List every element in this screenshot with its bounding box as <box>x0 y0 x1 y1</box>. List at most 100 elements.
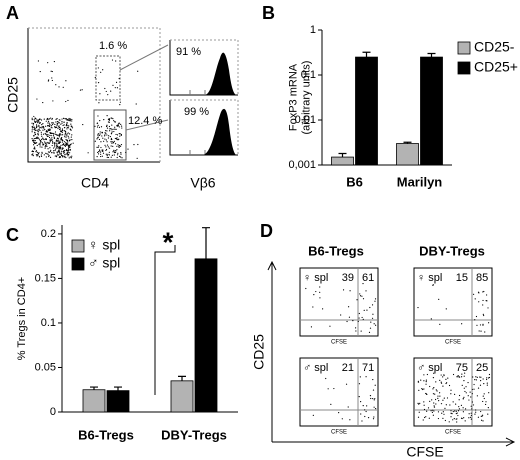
dot <box>62 139 64 142</box>
dot <box>127 148 129 150</box>
dot <box>439 395 441 397</box>
dot <box>458 394 461 397</box>
dot <box>65 136 67 138</box>
dot <box>437 395 439 397</box>
dot <box>60 134 62 136</box>
dot <box>55 118 57 120</box>
dot <box>315 290 317 293</box>
dot <box>69 118 71 121</box>
dot <box>360 413 362 415</box>
dot <box>486 378 488 381</box>
dot <box>105 149 107 152</box>
dot <box>36 151 38 153</box>
dot <box>71 118 73 121</box>
dot <box>369 306 371 309</box>
dot <box>45 156 47 158</box>
dot <box>48 79 50 81</box>
dot <box>116 137 118 139</box>
dot <box>56 142 58 144</box>
dot <box>111 117 113 119</box>
dot <box>444 407 446 409</box>
dot <box>51 122 53 124</box>
dot <box>108 125 111 128</box>
dot <box>432 393 435 395</box>
dot <box>41 146 43 148</box>
dot <box>118 155 121 157</box>
legend-swatch <box>71 239 85 253</box>
dot <box>47 121 50 123</box>
dot <box>106 124 108 126</box>
dot <box>67 142 69 144</box>
dot <box>43 127 45 129</box>
dot <box>424 416 426 419</box>
dot <box>366 405 368 407</box>
dot <box>362 298 365 300</box>
dot <box>33 144 35 146</box>
dot <box>482 400 484 403</box>
dot <box>487 407 489 409</box>
dot <box>101 135 103 137</box>
dot <box>422 388 424 391</box>
dot <box>54 123 56 126</box>
dot <box>458 399 460 401</box>
dot <box>425 383 427 385</box>
dot <box>70 157 73 159</box>
dot <box>62 151 64 153</box>
dot <box>433 402 435 404</box>
dot <box>118 123 120 125</box>
dot <box>452 373 455 376</box>
dot <box>63 126 66 129</box>
dot <box>107 153 109 155</box>
dot <box>425 381 427 383</box>
dot <box>305 287 307 290</box>
dot <box>64 154 66 156</box>
dot <box>64 132 66 135</box>
dot <box>115 128 117 130</box>
dot <box>35 137 38 139</box>
dot <box>105 153 107 155</box>
dot <box>100 126 103 128</box>
dot <box>319 297 321 299</box>
dot <box>120 151 122 154</box>
y-tick-label: 1 <box>310 24 316 36</box>
dot <box>63 121 65 123</box>
dot <box>420 379 422 381</box>
dot <box>98 134 101 136</box>
dot <box>64 134 66 136</box>
dot <box>113 154 115 156</box>
dot <box>59 132 61 135</box>
dot <box>480 330 482 332</box>
dot <box>31 131 33 133</box>
dot <box>99 155 102 158</box>
dot <box>106 134 108 136</box>
dot <box>421 388 423 390</box>
dot <box>47 122 49 124</box>
dot <box>61 118 63 120</box>
dot <box>471 408 473 410</box>
dots <box>31 59 139 159</box>
dot <box>31 127 34 129</box>
y-tick-label: 0.1 <box>41 317 56 329</box>
dot <box>71 134 73 136</box>
dot <box>369 395 372 397</box>
dot <box>375 407 377 410</box>
dot <box>366 309 368 311</box>
dot <box>32 150 35 153</box>
dot <box>487 377 490 379</box>
dot <box>482 313 484 316</box>
dot <box>102 152 105 154</box>
dot <box>464 420 466 422</box>
dot <box>422 419 424 421</box>
dot <box>65 100 67 103</box>
dot <box>115 133 117 136</box>
dot <box>115 60 117 62</box>
dot <box>360 401 362 403</box>
dot <box>53 150 55 152</box>
dot <box>71 127 74 129</box>
dot <box>66 144 69 146</box>
dot <box>425 379 427 381</box>
hist-label: 99 % <box>184 106 209 118</box>
dot <box>58 136 60 138</box>
dot <box>119 104 121 106</box>
dot <box>58 142 60 144</box>
